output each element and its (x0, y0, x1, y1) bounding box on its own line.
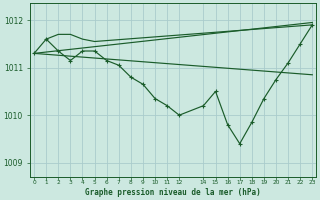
X-axis label: Graphe pression niveau de la mer (hPa): Graphe pression niveau de la mer (hPa) (85, 188, 261, 197)
